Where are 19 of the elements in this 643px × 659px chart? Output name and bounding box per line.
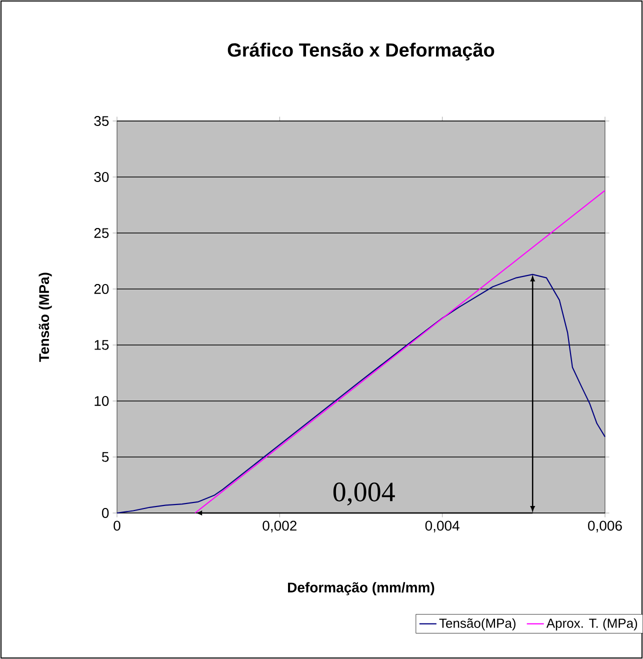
y-tick-label: 25 — [94, 228, 109, 238]
x-tick-label: 0,002 — [262, 520, 296, 532]
x-tick-label: 0 — [114, 520, 120, 531]
x-axis-title: Deformação (mm/mm) — [288, 582, 434, 596]
line-series — [116, 274, 606, 514]
legend-label: Aprox. T. (MPa) — [546, 618, 638, 630]
y-tick-label: 15 — [94, 340, 109, 350]
legend-label: Tensão(MPa) — [439, 618, 516, 630]
y-axis-title: Tensão (MPa) — [38, 272, 52, 362]
y-tick-label: 30 — [94, 172, 109, 182]
y-tick-label: 0 — [102, 508, 109, 518]
x-tick-label: 0,004 — [425, 520, 460, 532]
y-tick-label: 20 — [94, 284, 109, 294]
y-tick-label: 35 — [94, 116, 109, 126]
y-tick-label: 10 — [94, 396, 109, 406]
x-tick-label: 0,006 — [588, 520, 622, 532]
annotation: 0,004 — [333, 482, 395, 506]
chart-title: Gráfico Tensão x Deformação — [228, 42, 494, 60]
y-tick-label: 5 — [102, 452, 109, 462]
